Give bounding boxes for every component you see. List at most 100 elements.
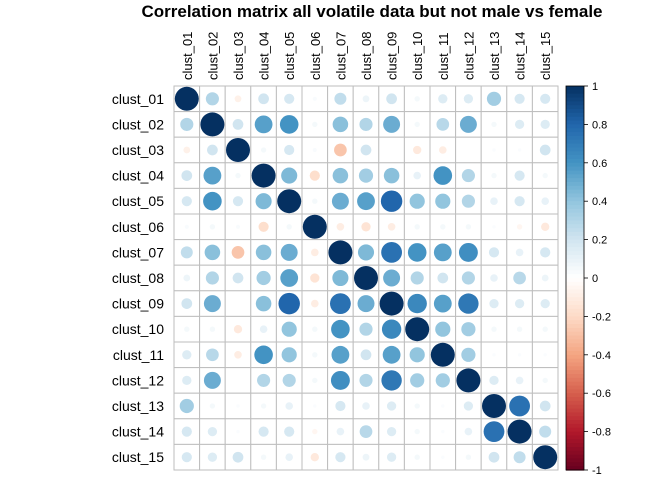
- colorbar-segment: [566, 285, 584, 291]
- colorbar-segment: [566, 193, 584, 198]
- correlation-circle-clust_09-clust_09: [379, 291, 404, 316]
- colorbar-segment: [566, 466, 584, 471]
- column-label-clust_13: clust_13: [487, 32, 502, 80]
- correlation-circle-clust_14-clust_05: [284, 426, 295, 437]
- correlation-circle-clust_11-clust_10: [409, 347, 425, 363]
- colorbar-segment: [566, 147, 584, 152]
- correlation-circle-clust_02-clust_01: [180, 117, 194, 131]
- correlation-circle-clust_06-clust_07: [336, 223, 345, 231]
- row-label-clust_02: clust_02: [112, 116, 164, 132]
- correlation-circle-clust_08-clust_05: [280, 269, 299, 287]
- colorbar-segment: [566, 243, 584, 248]
- correlation-circle-clust_01-clust_11: [438, 94, 448, 104]
- correlation-circle-clust_04-clust_09: [383, 167, 400, 184]
- correlation-circle-clust_11-clust_01: [182, 350, 192, 360]
- correlation-circle-clust_09-clust_08: [357, 295, 375, 313]
- correlation-circle-clust_06-clust_05: [286, 224, 292, 230]
- colorbar-segment: [566, 105, 584, 110]
- correlation-circle-clust_06-clust_15: [541, 222, 550, 231]
- correlation-circle-clust_10-clust_10: [405, 317, 430, 342]
- correlation-circle-clust_05-clust_12: [461, 194, 475, 208]
- correlation-circle-clust_07-clust_06: [311, 248, 319, 257]
- correlation-circle-clust_12-clust_08: [359, 373, 373, 387]
- correlation-circle-clust_15-clust_14: [513, 451, 526, 464]
- correlation-circle-clust_12-clust_10: [410, 373, 425, 388]
- correlation-circle-clust_02-clust_08: [359, 117, 373, 131]
- grid-cell: [506, 85, 533, 113]
- correlation-circle-clust_01-clust_15: [540, 93, 551, 104]
- colorbar-segment: [566, 120, 584, 125]
- colorbar-segment: [566, 185, 584, 191]
- correlation-circle-clust_11-clust_02: [206, 348, 219, 362]
- correlation-circle-clust_02-clust_13: [491, 121, 497, 128]
- colorbar-segment: [566, 101, 584, 106]
- correlation-circle-clust_08-clust_06: [310, 273, 320, 283]
- correlation-circle-clust_07-clust_09: [381, 242, 402, 263]
- correlation-circle-clust_11-clust_03: [234, 351, 242, 359]
- colorbar-segment: [566, 228, 584, 233]
- colorbar-segment: [566, 316, 584, 321]
- correlation-circle-clust_04-clust_10: [413, 171, 421, 180]
- colorbar-segment: [566, 86, 584, 91]
- correlation-circle-clust_06-clust_14: [516, 224, 523, 230]
- correlation-circle-clust_13-clust_12: [463, 401, 474, 411]
- correlation-circle-clust_03-clust_05: [284, 144, 295, 156]
- correlation-circle-clust_09-clust_06: [311, 299, 319, 308]
- colorbar-segment: [566, 143, 584, 149]
- grid-cell: [224, 290, 252, 317]
- correlation-circle-clust_14-clust_04: [258, 426, 269, 437]
- correlation-circle-clust_08-clust_01: [183, 274, 191, 282]
- colorbar-segment: [566, 385, 584, 390]
- colorbar-segment: [566, 197, 584, 202]
- correlation-circle-clust_15-clust_09: [386, 452, 397, 462]
- colorbar-segment: [566, 443, 584, 448]
- correlation-circle-clust_01-clust_02: [205, 92, 219, 106]
- correlation-circle-clust_11-clust_14: [517, 353, 522, 357]
- correlation-circle-clust_15-clust_02: [207, 452, 218, 462]
- correlation-circle-clust_11-clust_13: [492, 353, 496, 357]
- correlation-circle-clust_02-clust_12: [459, 115, 477, 133]
- colorbar-segment: [566, 254, 584, 260]
- correlation-circle-clust_14-clust_06: [312, 428, 318, 435]
- colorbar-tick-label: -1: [592, 465, 602, 477]
- correlation-circle-clust_04-clust_06: [309, 170, 320, 181]
- grid-cell: [224, 367, 252, 394]
- correlation-circle-clust_14-clust_14: [507, 419, 532, 444]
- correlation-circle-clust_07-clust_10: [407, 243, 427, 262]
- correlation-circle-clust_12-clust_06: [312, 377, 318, 384]
- correlation-circle-clust_08-clust_03: [232, 272, 244, 284]
- correlation-circle-clust_11-clust_05: [281, 347, 297, 363]
- colorbar-segment: [566, 212, 584, 218]
- correlation-circle-clust_12-clust_11: [435, 373, 450, 388]
- correlation-circle-clust_07-clust_01: [180, 246, 193, 259]
- colorbar-segment: [566, 412, 584, 417]
- correlation-circle-clust_10-clust_04: [259, 325, 268, 333]
- correlation-circle-clust_12-clust_07: [330, 370, 350, 390]
- colorbar-segment: [566, 220, 584, 225]
- correlation-circle-clust_05-clust_10: [409, 193, 425, 209]
- correlation-circle-clust_10-clust_11: [435, 321, 451, 337]
- correlation-circle-clust_06-clust_02: [209, 224, 216, 230]
- correlation-circle-clust_10-clust_12: [461, 322, 476, 337]
- colorbar-tick-label: -0.8: [592, 427, 611, 439]
- correlation-circle-clust_09-clust_12: [458, 293, 479, 314]
- correlation-circle-clust_14-clust_01: [181, 426, 192, 437]
- colorbar-segment: [566, 327, 584, 333]
- column-label-clust_10: clust_10: [410, 32, 425, 80]
- correlation-circle-clust_09-clust_11: [433, 294, 452, 313]
- correlation-circle-clust_03-clust_08: [360, 144, 372, 156]
- colorbar-segment: [566, 93, 584, 99]
- colorbar-segment: [566, 231, 584, 237]
- colorbar-segment: [566, 208, 584, 214]
- row-label-clust_05: clust_05: [112, 193, 164, 209]
- correlation-circle-clust_07-clust_14: [515, 248, 524, 257]
- colorbar-segment: [566, 251, 584, 256]
- colorbar-segment: [566, 293, 584, 298]
- row-label-clust_01: clust_01: [112, 91, 164, 107]
- colorbar-segment: [566, 178, 584, 183]
- correlation-circle-clust_04-clust_07: [332, 167, 349, 184]
- correlation-circle-clust_12-clust_09: [381, 370, 402, 391]
- colorbar-segment: [566, 366, 584, 371]
- correlation-circle-clust_14-clust_11: [441, 429, 445, 434]
